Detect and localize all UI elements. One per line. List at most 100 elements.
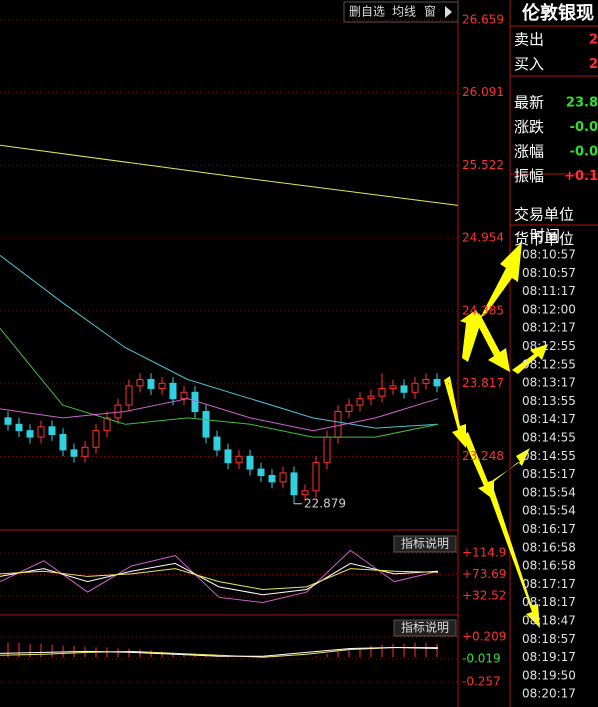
- toolbar: 删自选 均线 窗: [343, 1, 459, 23]
- price-tick-label: 23.817: [462, 376, 504, 390]
- indicator-tick-label: -0.019: [462, 652, 501, 666]
- arrow: [512, 344, 548, 374]
- quote-label: 最新: [514, 94, 544, 112]
- indicator-line: [0, 549, 439, 604]
- candle-body: [422, 378, 430, 384]
- time-entry: 08:12:55: [522, 357, 576, 371]
- candle-body: [48, 426, 56, 436]
- candle-body: [224, 449, 232, 464]
- time-entry: 08:10:57: [522, 248, 576, 262]
- candle-body: [400, 385, 408, 393]
- candle-body: [202, 410, 210, 438]
- indicator-line: [0, 144, 459, 206]
- price-tick-label: 24.954: [462, 231, 504, 245]
- time-entry: 08:16:58: [522, 540, 576, 554]
- time-entry: 08:11:17: [522, 284, 576, 298]
- candle-body: [81, 446, 89, 457]
- quote-value: 23.8: [566, 96, 598, 111]
- quote-value: -0.0: [570, 145, 598, 160]
- indicator-tick-label: +32.52: [462, 588, 506, 602]
- candle-body: [246, 455, 254, 470]
- low-label: 22.879: [304, 496, 346, 510]
- arrow: [486, 448, 530, 488]
- indicator-line: [0, 647, 438, 658]
- arrow: [474, 314, 510, 372]
- candle-body: [334, 410, 342, 438]
- indicator-button-box[interactable]: [393, 619, 457, 637]
- arrow: [480, 242, 522, 318]
- time-entry: 08:13:55: [522, 394, 576, 408]
- candle-body: [59, 434, 67, 451]
- candle-body: [356, 398, 364, 406]
- indicator-tick-label: +114.9: [462, 546, 506, 560]
- toolbar-box: [343, 1, 459, 23]
- time-entry: 08:13:17: [522, 376, 576, 390]
- indicator-line: [0, 254, 439, 429]
- indicator-button[interactable]: 指标说明: [401, 620, 449, 635]
- candle-body: [301, 490, 309, 496]
- candle-body: [389, 385, 397, 389]
- time-entry: 08:16:17: [522, 522, 576, 536]
- play-icon[interactable]: [445, 6, 452, 18]
- indicator-line: [0, 327, 439, 438]
- quote-label: 货币单位: [514, 230, 574, 248]
- time-entry: 08:19:17: [522, 650, 576, 664]
- candle-body: [235, 455, 243, 464]
- quote-value: -0.0: [570, 120, 598, 135]
- indicator-tick-label: +73.69: [462, 567, 506, 581]
- candle-body: [169, 382, 177, 400]
- candle-body: [26, 430, 34, 438]
- time-entry: 08:20:17: [522, 687, 576, 701]
- price-tick-label: 26.659: [462, 12, 504, 26]
- candle-body: [15, 423, 23, 432]
- indicator-line: [0, 398, 439, 432]
- quote-value: 2: [589, 33, 598, 48]
- candle-body: [257, 468, 265, 476]
- quote-label: 买入: [514, 55, 544, 73]
- indicator-button[interactable]: 指标说明: [401, 536, 449, 551]
- quote-value: 2: [589, 57, 598, 72]
- time-entry: 08:12:55: [522, 339, 576, 353]
- toolbar-button[interactable]: 删自选: [349, 5, 385, 19]
- quote-label: 振幅: [514, 167, 544, 185]
- time-entry: 08:10:57: [522, 266, 576, 280]
- candle-body: [4, 417, 12, 425]
- indicator-tick-label: +0.209: [462, 630, 506, 644]
- candle-body: [136, 378, 144, 387]
- arrow: [462, 432, 494, 500]
- time-entry: 08:18:17: [522, 595, 576, 609]
- time-header: 时间: [530, 227, 560, 245]
- arrow: [486, 484, 540, 628]
- candle-body: [411, 382, 419, 393]
- candle-body: [147, 378, 155, 389]
- price-tick-label: 26.091: [462, 85, 504, 99]
- candle-body: [433, 378, 441, 387]
- time-entry: 08:17:17: [522, 577, 576, 591]
- time-entry: 08:14:55: [522, 431, 576, 445]
- price-tick-label: 23.248: [462, 449, 504, 463]
- time-entry: 08:14:17: [522, 412, 576, 426]
- indicator-button-box[interactable]: [393, 535, 457, 553]
- indicator-tick-label: -0.257: [462, 675, 501, 689]
- indicator-line: [0, 647, 439, 657]
- toolbar-button[interactable]: 均线: [392, 5, 416, 19]
- candle-body: [290, 472, 298, 496]
- toolbar-button[interactable]: 窗: [424, 5, 436, 19]
- candle-body: [103, 417, 111, 432]
- time-entry: 08:12:17: [522, 321, 576, 335]
- candle-body: [125, 385, 133, 406]
- candle-body: [37, 426, 45, 438]
- time-entry: 08:18:57: [522, 632, 576, 646]
- candle-body: [323, 436, 331, 464]
- quote-label: 卖出: [514, 31, 544, 49]
- candle-body: [92, 430, 100, 448]
- time-entry: 08:15:17: [522, 467, 576, 481]
- indicator-line: [0, 568, 439, 590]
- indicator-line: [0, 562, 439, 596]
- instrument-title: 伦敦银现: [522, 2, 594, 24]
- candle-body: [367, 395, 375, 400]
- annotation-arrows: [444, 242, 548, 628]
